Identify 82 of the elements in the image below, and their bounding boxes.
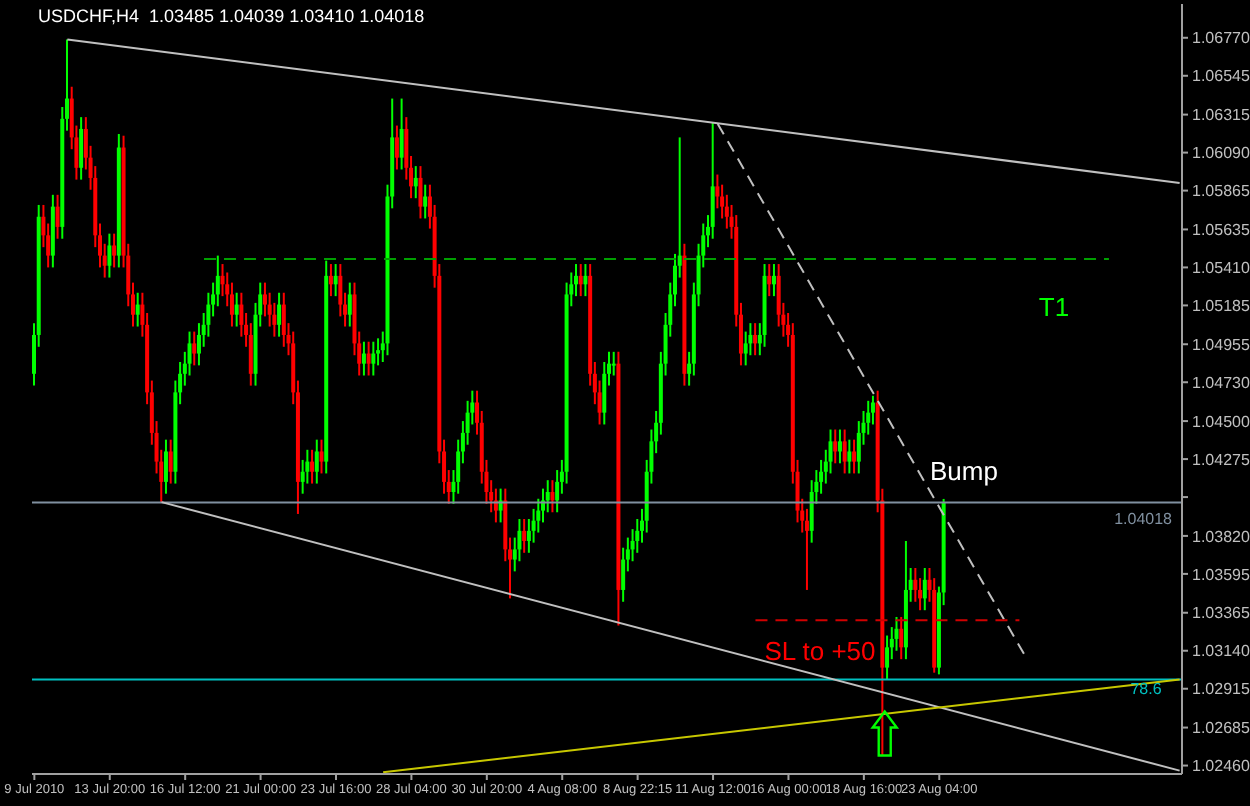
candlestick [913, 566, 918, 603]
candlestick [715, 173, 720, 210]
candlestick [163, 438, 168, 495]
candlestick [804, 507, 809, 591]
candlestick [192, 330, 197, 367]
y-tick-label: 1.02685 [1192, 719, 1250, 738]
candlestick [602, 360, 607, 426]
candlestick [347, 281, 352, 328]
candlestick [550, 479, 555, 514]
y-tick-label: 1.03365 [1192, 604, 1250, 623]
candlestick [366, 340, 371, 377]
annotation: Bump [930, 456, 998, 486]
candlestick [281, 291, 286, 348]
candlestick [215, 254, 220, 308]
candlestick [135, 291, 140, 328]
candlestick [578, 263, 583, 298]
candlestick [112, 232, 117, 269]
y-tick-label: 1.06545 [1192, 67, 1250, 86]
y-tick-label: 1.06315 [1192, 106, 1250, 125]
y-tick-label: 1.04275 [1192, 450, 1250, 469]
y-tick-label: 1.06770 [1192, 29, 1250, 48]
chart-title: USDCHF,H4 1.03485 1.04039 1.03410 1.04018 [38, 6, 425, 26]
candlestick [771, 263, 776, 298]
candlestick [277, 291, 282, 338]
y-tick-label: 1.06090 [1192, 144, 1250, 163]
candlestick [413, 165, 418, 200]
candlestick [522, 518, 527, 554]
candlestick [743, 330, 748, 367]
candlestick [574, 263, 579, 298]
candlestick [710, 121, 715, 240]
candlestick [837, 428, 842, 465]
candlestick [234, 291, 239, 328]
y-tick-label: 1.05185 [1192, 297, 1250, 316]
candlestick [399, 97, 404, 171]
y-tick-label: 1.05410 [1192, 259, 1250, 278]
y-tick-label: 1.02915 [1192, 680, 1250, 699]
candlestick [842, 428, 847, 475]
candlestick [168, 438, 173, 485]
annotation: T1 [1038, 292, 1070, 322]
y-tick-label: 1.04730 [1192, 373, 1250, 392]
y-tick-label: 1.04500 [1192, 412, 1250, 431]
candlestick [394, 124, 399, 171]
candlestick [79, 116, 84, 181]
candlestick [922, 566, 927, 612]
y-tick-label: 1.03140 [1192, 642, 1250, 661]
candlestick [894, 615, 899, 652]
candlestick [748, 322, 753, 357]
candlestick [517, 518, 522, 563]
candlestick [847, 438, 852, 475]
candlestick [621, 546, 626, 603]
candlestick [300, 458, 305, 495]
candlestick [885, 634, 890, 681]
candlestick [328, 263, 333, 298]
candlestick [418, 165, 423, 220]
candlestick [220, 263, 225, 298]
candlestick [333, 263, 338, 298]
candlestick [899, 615, 904, 661]
y-tick-label: 1.03820 [1192, 527, 1250, 546]
y-tick-label: 1.05635 [1192, 221, 1250, 240]
y-tick-label: 1.02460 [1192, 757, 1250, 776]
candlestick [361, 340, 366, 377]
y-tick-label: 1.05865 [1192, 182, 1250, 201]
candlestick [376, 337, 381, 367]
candlestick [753, 322, 758, 357]
candlestick [833, 428, 838, 465]
ref-line-label: 1.04018 [1114, 509, 1174, 528]
candlestick [272, 301, 277, 338]
y-tick-label: 1.03595 [1192, 565, 1250, 584]
candlestick [852, 438, 857, 475]
annotation: SL to +50 [764, 636, 876, 666]
candlestick [314, 438, 319, 485]
candlestick [55, 193, 60, 240]
y-tick-label: 1.04955 [1192, 335, 1250, 354]
candlestick [423, 183, 428, 220]
candlestick [371, 340, 376, 377]
candlestick [107, 232, 112, 279]
annotation: 78.6 [1130, 680, 1162, 698]
candlestick [545, 479, 550, 514]
candlestick [319, 438, 324, 475]
candlestick [767, 263, 772, 298]
candlestick [310, 448, 315, 485]
candlestick [583, 263, 588, 298]
